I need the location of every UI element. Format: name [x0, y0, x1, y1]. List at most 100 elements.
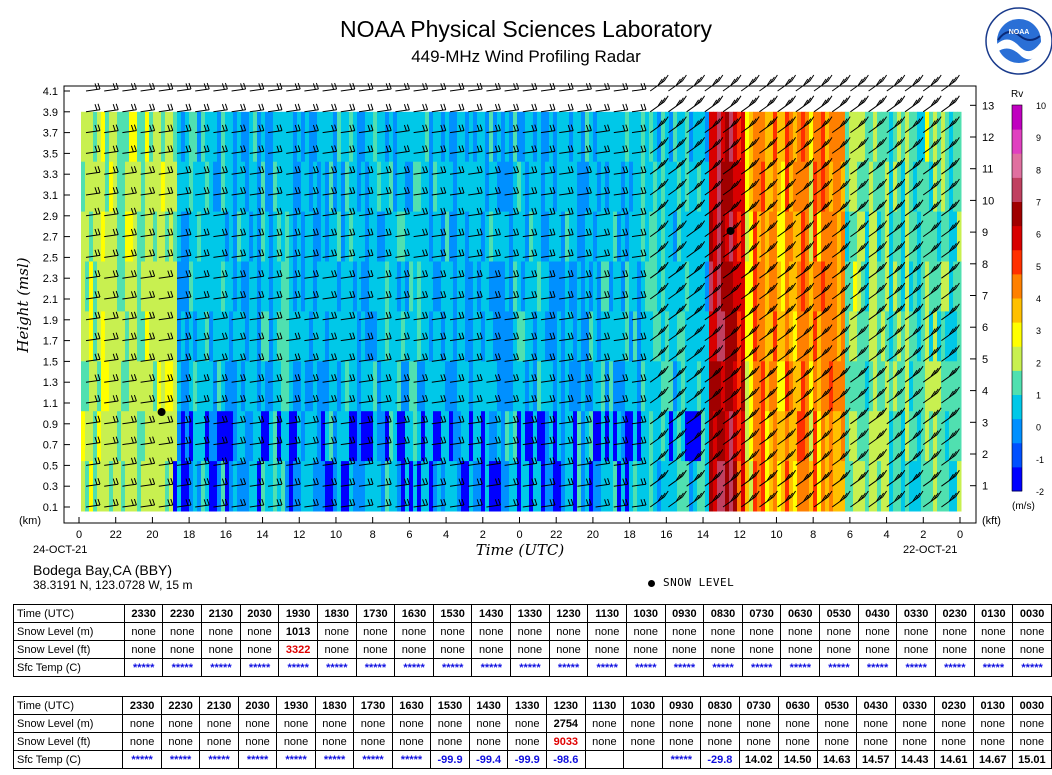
wind-barb-flag [206, 457, 210, 464]
wind-profiler-chart: 0.10.30.50.70.91.11.31.51.71.92.12.32.52… [14, 74, 1046, 559]
heatmap-cell [273, 161, 278, 213]
wind-barb-flag [261, 270, 265, 277]
wind-barb-flag [149, 499, 153, 506]
wind-barb-flag [513, 228, 517, 236]
wind-barb [595, 275, 610, 279]
wind-barb-flag [406, 332, 410, 339]
wind-barb-flag [681, 428, 687, 435]
wind-barb-flag [643, 207, 647, 214]
wind-barb-flag [751, 201, 757, 209]
heatmap-cell [833, 211, 838, 262]
wind-barb-flag [675, 224, 681, 231]
heatmap-cell [769, 311, 774, 362]
heatmap-cell [281, 461, 286, 512]
heatmap-cell [673, 261, 678, 312]
wind-barb-flag [842, 471, 848, 479]
wind-barb-flag [497, 415, 501, 422]
heatmap-cell [465, 461, 470, 512]
wind-barb-flag [803, 307, 809, 315]
wind-barb-flag [860, 159, 866, 167]
heatmap-cell [121, 311, 126, 362]
heatmap-cell [405, 261, 410, 312]
wind-barb-flag [694, 453, 700, 460]
heatmap-cell [133, 261, 138, 312]
wind-barb-flag [221, 499, 225, 506]
heatmap-cell [209, 411, 214, 462]
wind-barb-flag [700, 386, 706, 394]
heatmap-cell [785, 461, 790, 512]
wind-barb-flag [715, 139, 721, 146]
wind-barb-flag [643, 457, 647, 464]
heatmap-cell [465, 361, 470, 412]
wind-barb-flag [221, 124, 225, 132]
wind-barb-flag [625, 249, 629, 256]
wind-barb [304, 150, 319, 154]
wind-barb-flag [660, 326, 666, 333]
wind-barb [431, 88, 446, 92]
wind-barb-flag [751, 471, 757, 479]
heatmap-cell [317, 161, 322, 213]
wind-barb-flag [494, 228, 498, 236]
heatmap-cell [549, 261, 554, 312]
wind-barb [249, 192, 264, 196]
wind-barb [377, 275, 392, 279]
wind-barb [522, 442, 537, 446]
heatmap-cell [297, 411, 302, 462]
wind-barb [377, 88, 392, 92]
heatmap-cell [485, 411, 490, 462]
wind-barb-flag [622, 249, 626, 256]
wind-barb-flag [821, 390, 827, 398]
wind-barb-flag [585, 124, 589, 132]
heatmap-cell [565, 111, 570, 163]
wind-barb-flag [882, 157, 888, 165]
wind-barb-flag [188, 353, 192, 360]
wind-barb-flag [370, 457, 374, 464]
wind-barb-flag [715, 263, 721, 271]
heatmap-cell [377, 111, 382, 163]
wind-barb-flag [806, 388, 812, 396]
heatmap-cell [349, 461, 354, 512]
wind-barb-flag [276, 332, 280, 340]
heatmap-cell [277, 461, 282, 512]
heatmap-cell [125, 261, 130, 312]
wind-barb-flag [700, 261, 706, 269]
wind-barb-flag [352, 270, 356, 277]
wind-barb [231, 504, 246, 508]
wind-barb-flag [733, 159, 739, 167]
wind-barb-flag [476, 374, 480, 381]
wind-barb-flag [494, 291, 498, 298]
heatmap-cell [109, 311, 114, 362]
wind-barb-flag [803, 161, 809, 169]
wind-barb-flag [240, 270, 244, 277]
wind-barb-flag [497, 270, 501, 277]
wind-barb-flag [730, 99, 736, 107]
wind-barb-flag [312, 332, 316, 340]
wind-barb [340, 275, 355, 279]
heatmap-cell [249, 261, 254, 312]
wind-barb-flag [385, 187, 389, 194]
wind-barb [158, 254, 173, 258]
heatmap-cell [405, 311, 410, 362]
wind-barb-flag [261, 478, 265, 485]
heatmap-cell [289, 261, 294, 312]
wind-barb-flag [754, 282, 760, 290]
wind-barb-flag [857, 99, 863, 107]
heatmap-cell [617, 211, 622, 262]
heatmap-cell [945, 111, 950, 163]
wind-barb-flag [224, 374, 228, 381]
wind-barb-flag [294, 166, 298, 173]
heatmap-cell [153, 161, 158, 213]
wind-barb [595, 400, 610, 404]
wind-barb [213, 358, 228, 362]
wind-barb-flag [675, 120, 681, 127]
heatmap-cell [633, 211, 638, 262]
wind-barb-flag [224, 145, 228, 152]
heatmap-cell [821, 111, 826, 163]
heatmap-cell [881, 311, 886, 362]
wind-barb-flag [588, 207, 592, 214]
heatmap-cell [469, 261, 474, 312]
wind-barb-flag [900, 469, 906, 477]
wind-barb-flag [694, 369, 700, 377]
wind-barb-flag [803, 203, 809, 211]
heatmap-cell [845, 311, 850, 362]
